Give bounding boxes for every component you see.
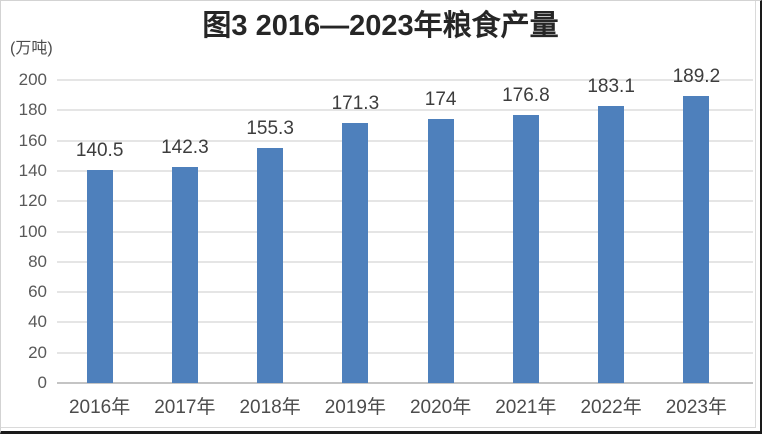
bar-slot: 142.3 <box>142 80 227 383</box>
x-axis-label: 2021年 <box>495 397 557 418</box>
x-axis-label: 2019年 <box>324 397 387 418</box>
x-axis-line <box>57 382 753 384</box>
bar-slot: 155.3 <box>228 80 313 383</box>
bar-value-label: 155.3 <box>246 117 294 139</box>
x-axis-label: 2022年 <box>580 397 642 418</box>
y-axis-tick-label: 80 <box>28 251 47 271</box>
gridline <box>57 351 753 354</box>
x-axis-label: 2017年 <box>154 397 216 418</box>
bar-value-label: 142.3 <box>161 137 209 159</box>
x-axis-label: 2018年 <box>239 397 301 418</box>
chart-title: 图3 2016—2023年粮食产量 <box>202 10 559 42</box>
y-axis-tick-label: 0 <box>37 373 47 392</box>
y-axis-tick-label: 20 <box>28 342 47 362</box>
bar <box>342 123 369 383</box>
x-axis-label: 2020年 <box>409 397 472 418</box>
bar-slot: 183.1 <box>569 76 654 383</box>
bar-slot: 171.3 <box>313 80 398 383</box>
gridline <box>57 200 753 203</box>
x-axis-label: 2016年 <box>68 397 131 418</box>
bar-slot: 176.8 <box>483 80 568 383</box>
bar <box>86 170 113 383</box>
bar-value-label: 171.3 <box>331 93 380 115</box>
y-axis-tick-label: 60 <box>28 282 47 302</box>
y-axis-tick-label: 180 <box>18 100 47 120</box>
gridline <box>57 260 753 263</box>
gridline <box>57 230 753 233</box>
gridline <box>57 169 753 172</box>
bar <box>171 167 198 383</box>
gridline <box>57 291 753 294</box>
bar <box>257 147 284 383</box>
bar-value-label: 189.2 <box>672 66 721 88</box>
bar-slot: 174 <box>398 80 483 383</box>
gridline <box>57 139 753 142</box>
y-axis-tick-label: 140 <box>18 160 47 180</box>
bar <box>598 105 625 383</box>
y-axis-tick-label: 40 <box>28 312 47 332</box>
bar <box>683 96 710 383</box>
gridline <box>57 321 753 324</box>
bar <box>427 119 454 383</box>
y-axis-tick-label: 120 <box>18 191 47 211</box>
y-axis-unit-label: (万吨) <box>10 40 53 57</box>
gridline <box>57 79 753 81</box>
x-axis: 2016年 2017年 2018年 2019年 2020年 2021年 2022年 2023年 <box>57 392 739 419</box>
y-axis: 0 20 40 60 80 100 120 140 160 180 200 <box>1 70 47 392</box>
x-axis-label: 2023年 <box>665 397 728 418</box>
bar-value-label: 140.5 <box>75 140 124 162</box>
bar-value-label: 176.8 <box>502 85 550 107</box>
y-axis-tick-label: 160 <box>18 130 47 150</box>
bar-slot: 140.5 <box>57 80 142 383</box>
bar-value-label: 174 <box>424 89 457 111</box>
bar <box>512 115 539 383</box>
gridline <box>57 109 753 112</box>
plot-area: 140.5 142.3 155.3 171.3 174 176.8 183.1 189.2 <box>57 66 753 384</box>
bar-slot: 189.2 <box>654 66 739 383</box>
y-axis-tick-label: 200 <box>18 70 47 89</box>
bar-value-label: 183.1 <box>587 75 635 97</box>
bars: 140.5 142.3 155.3 171.3 174 176.8 183.1 189.2 <box>57 66 739 383</box>
y-axis-tick-label: 100 <box>18 221 47 241</box>
